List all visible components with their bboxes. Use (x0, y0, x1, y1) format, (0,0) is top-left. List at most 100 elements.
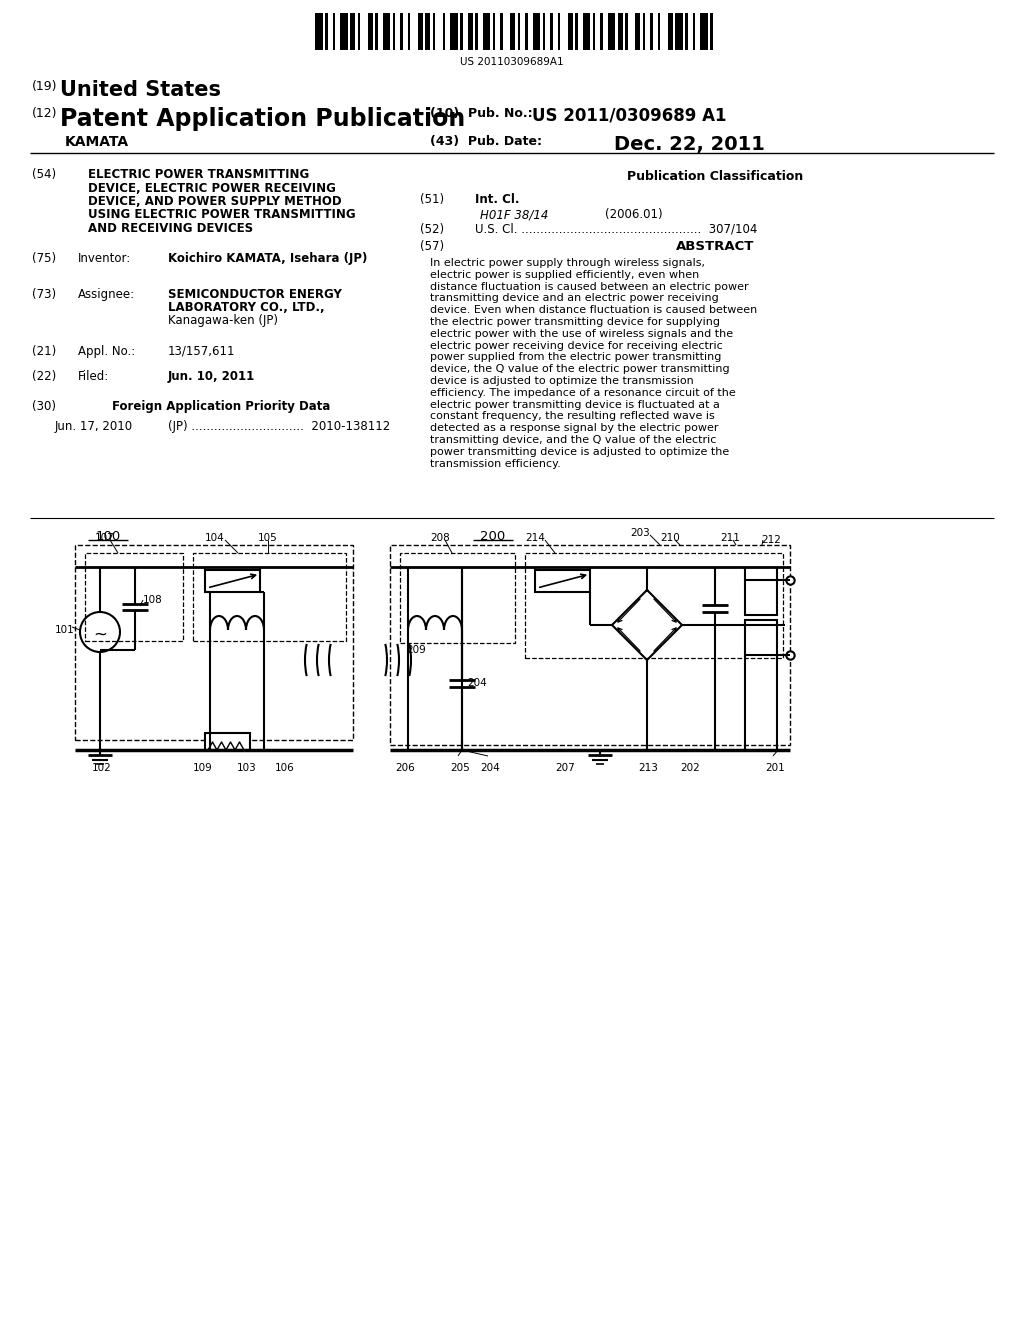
Bar (692, 13, 695, 50)
Bar (333, 13, 335, 50)
Text: Koichiro KAMATA, Isehara (JP): Koichiro KAMATA, Isehara (JP) (168, 252, 368, 265)
Bar (525, 553, 783, 657)
Text: detected as a response signal by the electric power: detected as a response signal by the ele… (430, 424, 719, 433)
Bar (468, 13, 472, 50)
Bar (375, 13, 378, 50)
Bar (432, 13, 435, 50)
Bar (85, 553, 183, 642)
Text: device. Even when distance fluctuation is caused between: device. Even when distance fluctuation i… (430, 305, 758, 315)
Bar (475, 13, 477, 50)
Text: transmitting device and an electric power receiving: transmitting device and an electric powe… (430, 293, 719, 304)
Text: ELECTRIC POWER TRANSMITTING: ELECTRIC POWER TRANSMITTING (88, 168, 309, 181)
Text: (12): (12) (32, 107, 57, 120)
Text: LABORATORY CO., LTD.,: LABORATORY CO., LTD., (168, 301, 325, 314)
Bar (400, 553, 515, 643)
Text: device is adjusted to optimize the transmission: device is adjusted to optimize the trans… (430, 376, 693, 385)
Bar (535, 570, 590, 591)
Text: Patent Application Publication: Patent Application Publication (60, 107, 465, 131)
Bar (575, 13, 578, 50)
Text: KAMATA: KAMATA (65, 135, 129, 149)
Text: 105: 105 (258, 533, 278, 543)
Text: 104: 104 (205, 533, 225, 543)
Text: (75): (75) (32, 252, 56, 265)
Text: (43)  Pub. Date:: (43) Pub. Date: (430, 135, 542, 148)
Text: ABSTRACT: ABSTRACT (676, 240, 755, 253)
Bar (593, 13, 595, 50)
Text: 100: 100 (95, 531, 121, 543)
Bar (607, 13, 615, 50)
Text: USING ELECTRIC POWER TRANSMITTING: USING ELECTRIC POWER TRANSMITTING (88, 209, 355, 222)
Text: 212: 212 (761, 535, 781, 545)
Bar (205, 733, 250, 750)
Text: DEVICE, AND POWER SUPPLY METHOD: DEVICE, AND POWER SUPPLY METHOD (88, 195, 342, 209)
Bar (205, 570, 260, 591)
Bar (745, 579, 777, 615)
Bar (583, 13, 590, 50)
Text: Jun. 10, 2011: Jun. 10, 2011 (168, 370, 255, 383)
Text: United States: United States (60, 81, 221, 100)
Text: U.S. Cl. ................................................  307/104: U.S. Cl. ...............................… (475, 223, 758, 236)
Text: 207: 207 (555, 763, 574, 774)
Text: US 20110309689A1: US 20110309689A1 (460, 57, 564, 67)
Text: 107: 107 (95, 533, 115, 543)
Text: 210: 210 (660, 533, 680, 543)
Text: (51): (51) (420, 193, 444, 206)
Bar (635, 13, 640, 50)
Bar (315, 13, 323, 50)
Bar (482, 13, 490, 50)
Text: the electric power transmitting device for supplying: the electric power transmitting device f… (430, 317, 720, 327)
Text: constant frequency, the resulting reflected wave is: constant frequency, the resulting reflec… (430, 412, 715, 421)
Text: Appl. No.:: Appl. No.: (78, 345, 135, 358)
Text: US 2011/0309689 A1: US 2011/0309689 A1 (532, 107, 726, 125)
Text: transmission efficiency.: transmission efficiency. (430, 458, 561, 469)
Bar (75, 545, 353, 741)
Bar (500, 13, 503, 50)
Text: (JP) ..............................  2010-138112: (JP) .............................. 2010… (168, 420, 390, 433)
Bar (400, 13, 402, 50)
Text: Int. Cl.: Int. Cl. (475, 193, 519, 206)
Text: Assignee:: Assignee: (78, 288, 135, 301)
Bar (557, 13, 560, 50)
Bar (425, 13, 430, 50)
Text: 101: 101 (55, 624, 75, 635)
Text: 209: 209 (406, 645, 426, 655)
Bar (418, 13, 423, 50)
Text: (21): (21) (32, 345, 56, 358)
Bar (460, 13, 463, 50)
Bar (642, 13, 645, 50)
Text: efficiency. The impedance of a resonance circuit of the: efficiency. The impedance of a resonance… (430, 388, 736, 397)
Text: Dec. 22, 2011: Dec. 22, 2011 (614, 135, 765, 154)
Text: Filed:: Filed: (78, 370, 110, 383)
Text: distance fluctuation is caused between an electric power: distance fluctuation is caused between a… (430, 281, 749, 292)
Text: (19): (19) (32, 81, 57, 92)
Text: 109: 109 (193, 763, 213, 774)
Bar (368, 13, 373, 50)
Text: (73): (73) (32, 288, 56, 301)
Text: transmitting device, and the Q value of the electric: transmitting device, and the Q value of … (430, 436, 717, 445)
Text: Publication Classification: Publication Classification (627, 170, 803, 183)
Bar (550, 13, 553, 50)
Text: 205: 205 (450, 763, 470, 774)
Bar (493, 13, 495, 50)
Text: SEMICONDUCTOR ENERGY: SEMICONDUCTOR ENERGY (168, 288, 342, 301)
Text: 208: 208 (430, 533, 450, 543)
Text: 214: 214 (525, 533, 545, 543)
Text: electric power with the use of wireless signals and the: electric power with the use of wireless … (430, 329, 733, 339)
Text: power transmitting device is adjusted to optimize the: power transmitting device is adjusted to… (430, 446, 729, 457)
Text: Foreign Application Priority Data: Foreign Application Priority Data (112, 400, 331, 413)
Bar (685, 13, 687, 50)
Text: Jun. 17, 2010: Jun. 17, 2010 (55, 420, 133, 433)
Text: H01F 38/14: H01F 38/14 (480, 209, 549, 220)
Bar (193, 553, 346, 642)
Bar (517, 13, 520, 50)
Text: ~: ~ (93, 626, 106, 644)
Text: electric power receiving device for receiving electric: electric power receiving device for rece… (430, 341, 723, 351)
Bar (525, 13, 527, 50)
Bar (710, 13, 713, 50)
Text: 103: 103 (237, 763, 257, 774)
Bar (600, 13, 602, 50)
Text: (2006.01): (2006.01) (605, 209, 663, 220)
Text: 202: 202 (680, 763, 699, 774)
Text: DEVICE, ELECTRIC POWER RECEIVING: DEVICE, ELECTRIC POWER RECEIVING (88, 181, 336, 194)
Text: 108: 108 (143, 595, 163, 605)
